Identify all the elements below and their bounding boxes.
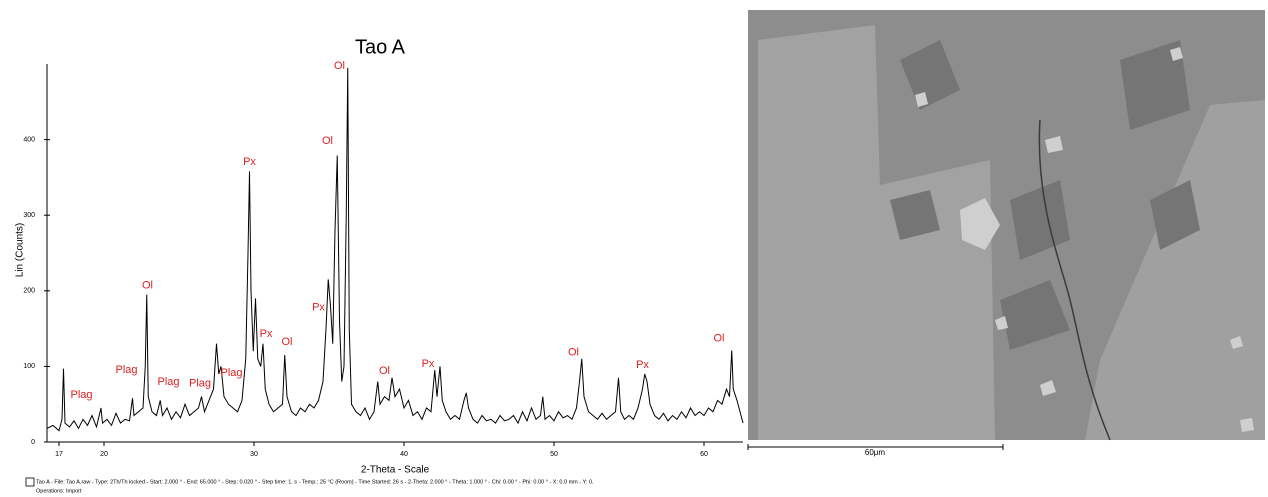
peak-label: Px [636, 359, 649, 371]
sem-image [748, 10, 1265, 441]
peak-label: Ol [142, 279, 153, 291]
x-tick-label: 40 [400, 451, 408, 458]
peak-label: Ol [714, 332, 725, 344]
peak-label: Ol [282, 336, 293, 348]
scale-bar-label: 60μm [865, 448, 886, 457]
footer-line: Operations: Import [36, 488, 82, 494]
x-tick-label: 17 [55, 451, 63, 458]
x-tick-label: 60 [700, 451, 708, 458]
peak-label: Plag [220, 367, 242, 379]
x-tick-label: 30 [250, 451, 258, 458]
peak-label: Plag [115, 364, 137, 376]
chart-title: Tao A [355, 36, 406, 58]
footer-line: Tao A - File: Tao A.raw - Type: 2Th/Th l… [36, 479, 594, 485]
y-axis-label: Lin (Counts) [15, 223, 26, 277]
peak-label: Px [260, 328, 273, 340]
y-tick-label: 200 [23, 288, 35, 295]
peak-label: Ol [322, 135, 333, 147]
xrd-line [46, 67, 744, 432]
y-tick-label: 100 [23, 363, 35, 370]
peak-label: Px [422, 358, 435, 370]
peak-label: Px [243, 156, 256, 168]
x-axis-label: 2-Theta - Scale [361, 465, 430, 476]
peak-label: Ol [334, 60, 345, 72]
peak-label: Plag [189, 378, 211, 390]
peak-label: Plag [157, 376, 179, 388]
x-tick-label: 50 [550, 451, 558, 458]
y-tick-label: 400 [23, 136, 35, 143]
peak-label: Ol [379, 365, 390, 377]
y-tick-label: 300 [23, 212, 35, 219]
peak-label: Ol [568, 347, 579, 359]
peak-label: Plag [70, 389, 92, 401]
y-tick-label: 0 [31, 439, 35, 446]
x-tick-label: 20 [100, 451, 108, 458]
footer-icon [25, 477, 35, 487]
peak-label: Px [312, 301, 325, 313]
